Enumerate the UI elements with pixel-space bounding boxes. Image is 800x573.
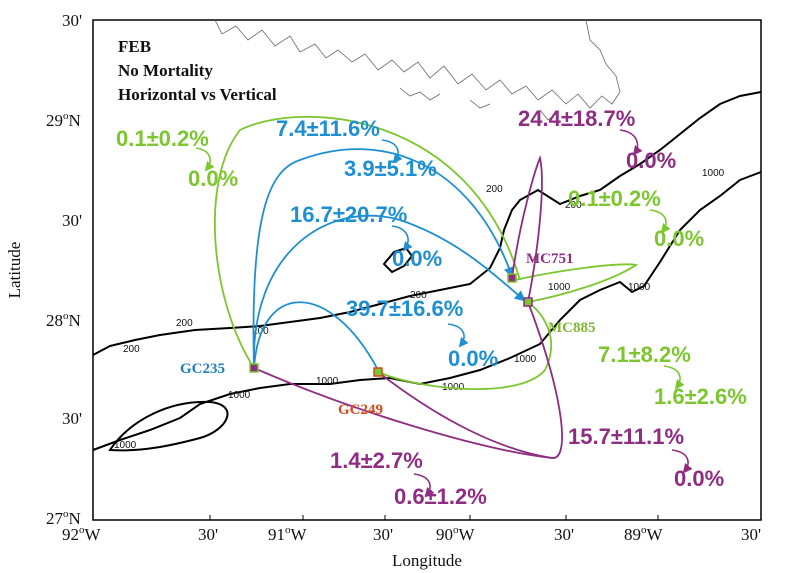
pct-blue-top: 7.4±11.6% (276, 116, 380, 141)
coastline-detail (399, 87, 557, 121)
green-curve-top (214, 115, 521, 369)
pct-green-top-left-b: 0.0% (188, 166, 238, 191)
isobath-1000 (92, 171, 762, 451)
y-tick-label: 28oN (46, 310, 81, 330)
isobath-1000-loop (108, 400, 229, 452)
x-tick-label: 92oW (62, 524, 102, 544)
contour-label: 1000 (628, 282, 651, 293)
blue-curve-top (252, 148, 515, 369)
blue-curve-mid (253, 214, 526, 369)
green-curve-lower (377, 301, 553, 390)
contour-label: 200 (176, 318, 193, 329)
coastline (214, 19, 621, 109)
site-marker-mc751 (507, 273, 517, 283)
pct-green-right: 0.1±0.2% (568, 186, 661, 211)
x-axis-title: Longitude (392, 551, 462, 570)
site-label-gc235: GC235 (180, 361, 225, 377)
site-marker-gc249 (373, 367, 383, 377)
x-tick-label: 90oW (436, 524, 476, 544)
label-pointers (195, 129, 693, 498)
tick-marks (92, 515, 762, 520)
contour-label: 1000 (514, 354, 537, 365)
blue-curve-low (253, 301, 379, 371)
y-tick-label: 27oN (46, 508, 81, 528)
pct-blue-top-b: 3.9±5.1% (344, 156, 437, 181)
contour-label: 1000 (114, 440, 137, 451)
x-tick-label: 30' (741, 525, 761, 544)
site-marker-mc885 (523, 297, 533, 307)
contour-label: 200 (123, 344, 140, 355)
pct-purple-bottom: 1.4±2.7% (330, 448, 423, 473)
site-marker-gc235 (249, 363, 259, 373)
site-markers (249, 273, 533, 377)
pct-blue-mid: 16.7±20.7% (290, 202, 407, 227)
y-tick-label: 29oN (46, 110, 81, 130)
pct-purple-bottom-right-b: 0.0% (674, 466, 724, 491)
site-label-mc751: MC751 (526, 251, 574, 267)
pct-purple-top-right: 24.4±18.7% (518, 106, 635, 131)
pct-green-right-b: 0.0% (654, 226, 704, 251)
contour-label: 1000 (228, 390, 251, 401)
y-axis-title: Latitude (5, 242, 24, 299)
pointer-green-right (649, 209, 671, 234)
pct-green-top-left: 0.1±0.2% (116, 126, 209, 151)
contour-label: 1000 (316, 376, 339, 387)
y-tick-label: 30' (62, 409, 82, 428)
pct-purple-bottom-b: 0.6±1.2% (394, 484, 487, 509)
y-tick-labels: 30' 29oN 30' 28oN 30' 27oN (46, 11, 82, 528)
contour-label: 1000 (702, 168, 725, 179)
isobath-200-island (382, 246, 414, 274)
contour-label: 200 (565, 200, 582, 211)
pointer-blue-top (381, 139, 403, 164)
purple-curve-gc249 (377, 371, 553, 459)
purple-curve-bottom (253, 301, 563, 459)
purple-curve-tall (511, 155, 543, 303)
pointer-blue-mid (391, 225, 413, 252)
site-label-gc249: GC249 (338, 402, 383, 418)
x-tick-label: 30' (554, 525, 574, 544)
pct-purple-bottom-right: 15.7±11.1% (568, 424, 684, 449)
green-curve-right (514, 263, 639, 303)
map-frame (92, 19, 762, 521)
pointer-purple-bottom (413, 473, 435, 498)
site-label-mc885: MC885 (548, 320, 596, 336)
pointer-blue-low (447, 323, 469, 348)
contour-label: 200 (410, 290, 427, 301)
pct-blue-low-b: 0.0% (448, 346, 498, 371)
info-line-mortality: No Mortality (118, 61, 213, 80)
info-line-month: FEB (118, 37, 151, 56)
pointer-green-lower-right (663, 365, 685, 390)
pointer-purple-bottom-right (671, 449, 693, 474)
contour-label: 200 (486, 184, 503, 195)
pointer-purple-top-right (619, 129, 643, 156)
connectivity-curves (214, 115, 639, 459)
x-tick-labels: 92oW 30' 91oW 30' 90oW 30' 89oW 30' (62, 524, 761, 544)
x-tick-label: 30' (198, 525, 218, 544)
pct-green-lower-right-b: 1.6±2.6% (654, 384, 747, 409)
y-tick-label: 30' (62, 11, 82, 30)
contour-label: 1000 (548, 282, 571, 293)
y-tick-label: 30' (62, 211, 82, 230)
info-line-migration: Horizontal vs Vertical (118, 85, 277, 104)
contour-label: 200 (252, 326, 269, 337)
pct-blue-mid-b: 0.0% (392, 246, 442, 271)
x-tick-label: 89oW (624, 524, 664, 544)
x-tick-label: 91oW (268, 524, 308, 544)
x-tick-label: 30' (373, 525, 393, 544)
pointer-green-top-left (195, 147, 215, 172)
pct-purple-top-right-b: 0.0% (626, 148, 676, 173)
pct-blue-low: 39.7±16.6% (346, 296, 463, 321)
pct-green-lower-right: 7.1±8.2% (598, 342, 691, 367)
